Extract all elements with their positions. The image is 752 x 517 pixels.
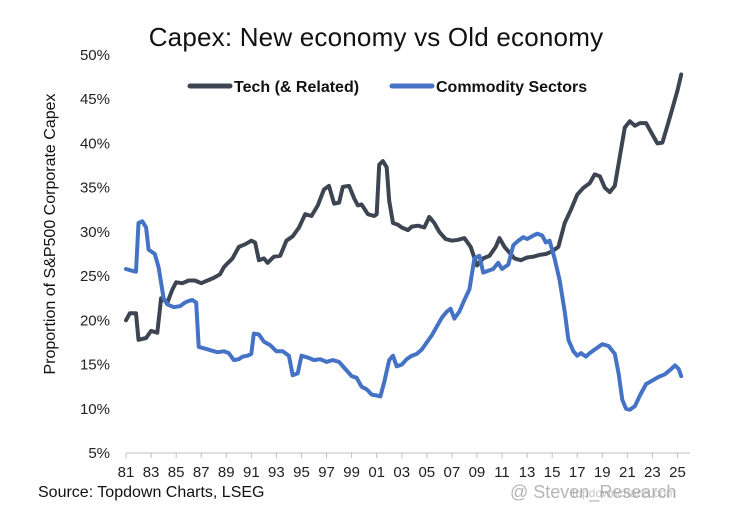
y-tick-label: 50% (80, 47, 110, 64)
y-tick-label: 30% (80, 224, 110, 241)
x-tick-label: 93 (268, 464, 285, 481)
x-tick-label: 15 (544, 464, 561, 481)
x-tick-label: 89 (218, 464, 235, 481)
source-note: Source: Topdown Charts, LSEG (38, 484, 265, 501)
y-axis-title: Proportion of S&P500 Corporate Capex (42, 93, 59, 374)
y-tick-label: 20% (80, 312, 110, 329)
x-tick-label: 09 (469, 464, 486, 481)
chart-title: Capex: New economy vs Old economy (148, 22, 604, 52)
x-tick-label: 01 (368, 464, 385, 481)
y-tick-label: 40% (80, 135, 110, 152)
x-tick-label: 91 (243, 464, 260, 481)
x-tick-label: 05 (418, 464, 435, 481)
x-tick-label: 21 (619, 464, 636, 481)
legend-tech-label: Tech (& Related) (234, 79, 359, 96)
x-tick-label: 03 (393, 464, 410, 481)
y-tick-label: 15% (80, 357, 110, 374)
x-tick-label: 95 (293, 464, 310, 481)
x-tick-label: 97 (318, 464, 335, 481)
series-line-tech (124, 72, 684, 342)
y-tick-label: 35% (80, 180, 110, 197)
x-tick-label: 83 (143, 464, 160, 481)
x-tick-label: 17 (569, 464, 586, 481)
watermark-url: topdowncharts.com (572, 486, 677, 500)
x-tick-label: 11 (494, 464, 510, 481)
x-tick-label: 81 (118, 464, 135, 481)
y-tick-label: 25% (80, 268, 110, 285)
x-tick-label: 23 (644, 464, 661, 481)
x-tick-label: 25 (669, 464, 686, 481)
x-tick-label: 19 (594, 464, 611, 481)
x-tick-label: 07 (444, 464, 461, 481)
y-tick-label: 10% (80, 401, 110, 418)
x-tick-label: 13 (519, 464, 536, 481)
x-tick-label: 99 (343, 464, 360, 481)
watermark: @ Steven_Research (510, 482, 677, 502)
series-line-commodity (124, 219, 684, 412)
legend-commodity-label: Commodity Sectors (436, 79, 587, 96)
y-tick-label: 5% (88, 445, 110, 462)
x-tick-label: 85 (168, 464, 185, 481)
y-tick-label: 45% (80, 91, 110, 108)
x-tick-label: 87 (193, 464, 210, 481)
